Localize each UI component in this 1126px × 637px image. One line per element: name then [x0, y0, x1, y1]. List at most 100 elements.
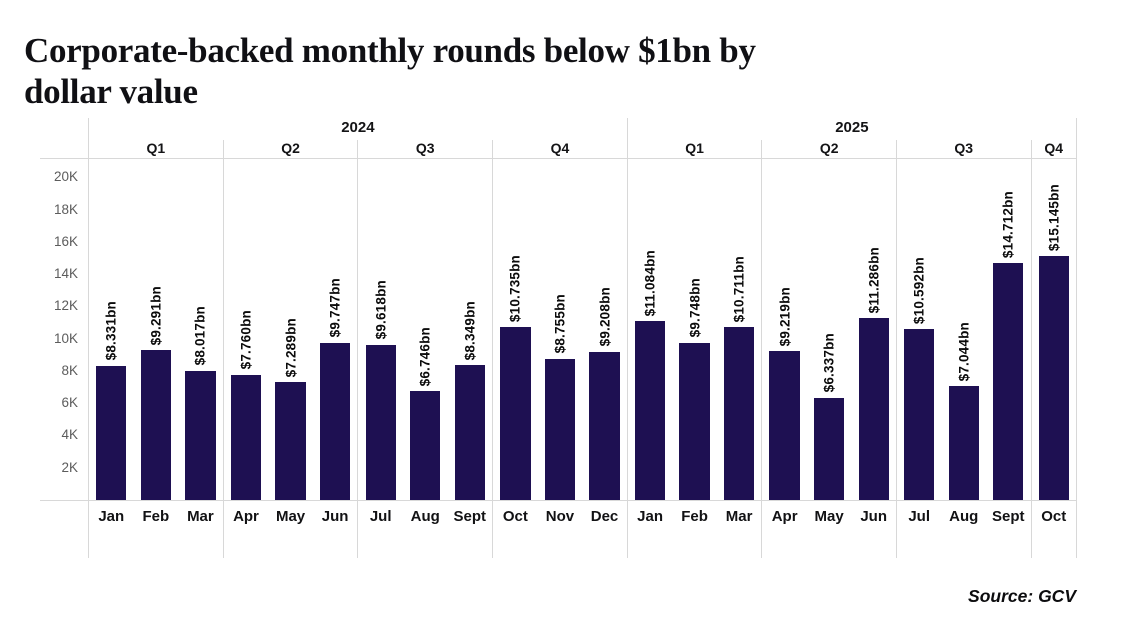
month-slot: $14.712bn: [986, 158, 1031, 500]
month-slot: $8.755bn: [538, 158, 583, 500]
month-label: Jul: [908, 508, 931, 525]
bar: [814, 397, 845, 500]
y-tick-label: 8K: [61, 362, 78, 378]
month-slot: $9.208bn: [582, 158, 627, 500]
bar: [544, 358, 576, 500]
month-label: Nov: [545, 508, 575, 525]
quarter-month-labels: Oct: [1032, 500, 1077, 558]
month-label: Jan: [98, 508, 125, 525]
bar-value-label: $8.331bn: [103, 301, 119, 361]
month-label: May: [275, 508, 306, 525]
bar-value-label: $9.618bn: [373, 280, 389, 340]
quarter-month-labels: Jan Feb Mar: [628, 500, 762, 558]
month-slot: $8.017bn: [178, 158, 223, 500]
bar: [904, 329, 935, 500]
year-group: 2025 Q1 $11.084bn $9.748bn $10.711bn Jan Feb Ma…: [626, 118, 1077, 558]
bar-value-label: $7.289bn: [283, 318, 299, 378]
month-slot: $9.618bn: [358, 158, 403, 500]
month-label: Oct: [502, 508, 528, 525]
bar-value-label: $10.735bn: [507, 254, 523, 322]
bar-value-label: $14.712bn: [1000, 190, 1016, 258]
year-quarters: Q1 $11.084bn $9.748bn $10.711bn Jan Feb Mar Q2 $…: [628, 140, 1076, 558]
bar: [319, 342, 351, 500]
source-credit: Source: GCV: [968, 586, 1076, 606]
quarter-label: Q4: [1044, 140, 1064, 156]
page-title-line1: Corporate-backed monthly rounds below $1…: [24, 31, 756, 71]
y-tick-label: 4K: [61, 427, 78, 443]
bar-value-label: $8.349bn: [462, 300, 478, 361]
quarter-group: Q1 $11.084bn $9.748bn $10.711bn Jan Feb Mar: [628, 140, 762, 558]
bar: [858, 317, 889, 500]
bar: [723, 327, 755, 500]
month-label: Apr: [233, 508, 259, 525]
quarter-month-labels: Jul Aug Sept: [897, 500, 1031, 558]
y-tick-label: 20K: [53, 169, 78, 185]
month-label: Apr: [771, 508, 798, 525]
quarter-group: Q4 $15.145bn Oct: [1030, 140, 1077, 558]
quarter-plot: $11.084bn $9.748bn $10.711bn: [628, 158, 762, 500]
bar-value-label: $9.747bn: [327, 278, 343, 338]
month-slot: $8.331bn: [89, 158, 134, 500]
quarter-label: Q3: [415, 140, 435, 156]
month-label: Oct: [1041, 508, 1067, 525]
bar: [275, 382, 306, 500]
month-slot: $6.746bn: [403, 158, 448, 500]
quarter-month-labels: Oct Nov Dec: [493, 500, 627, 558]
bar: [948, 386, 979, 500]
quarter-plot: $9.618bn $6.746bn $8.349bn: [358, 158, 492, 500]
bar-value-label: $15.145bn: [1046, 183, 1062, 251]
quarter-group: Q1 $8.331bn $9.291bn $8.017bn Jan Feb Mar: [89, 140, 223, 558]
y-tick-label: 16K: [53, 233, 78, 249]
quarter-month-labels: Jul Aug Sept: [358, 500, 492, 558]
y-tick-label: 14K: [53, 266, 78, 282]
quarter-plot: $15.145bn: [1032, 158, 1077, 500]
bar-value-label: $11.286bn: [866, 246, 882, 313]
bar: [185, 370, 216, 500]
bar: [365, 344, 396, 500]
bar-chart: 2K 4K 6K 8K 10K 12K 14K 16K 18K 20K 2024 Q1 $8.331b…: [40, 118, 1077, 558]
bar-value-label: $10.711bn: [731, 255, 747, 323]
quarter-label: Q4: [550, 140, 570, 156]
bar: [410, 391, 441, 500]
bar-value-label: $7.760bn: [238, 310, 254, 370]
bar-value-label: $9.291bn: [148, 285, 164, 346]
page-title: Corporate-backed monthly rounds below $1…: [24, 31, 1064, 113]
bar-value-label: $8.017bn: [192, 306, 208, 366]
year-quarters: Q1 $8.331bn $9.291bn $8.017bn Jan Feb Mar Q2 $7.…: [89, 140, 627, 558]
year-label: 2024: [341, 119, 375, 136]
month-label: Feb: [142, 508, 170, 525]
quarter-plot: $9.219bn $6.337bn $11.286bn: [762, 158, 896, 500]
bar-value-label: $8.755bn: [552, 294, 568, 354]
quarter-label: Q1: [685, 140, 704, 156]
y-tick-label: 18K: [53, 201, 78, 217]
month-label: Jun: [321, 508, 349, 525]
bar: [769, 351, 800, 500]
year-group: 2024 Q1 $8.331bn $9.291bn $8.017bn Jan Feb Mar Q…: [88, 118, 627, 558]
bar-value-label: $9.219bn: [777, 286, 793, 347]
quarter-label: Q1: [146, 140, 166, 156]
bar-value-label: $11.084bn: [642, 249, 658, 317]
quarter-label: Q3: [954, 140, 974, 156]
month-label: May: [814, 508, 844, 525]
quarter-plot: $10.735bn $8.755bn $9.208bn: [493, 158, 627, 500]
month-label: Aug: [949, 508, 979, 525]
month-slot: $9.291bn: [134, 158, 179, 500]
month-label: Jul: [369, 508, 392, 525]
quarter-plot: $10.592bn $7.044bn $14.712bn: [897, 158, 1031, 500]
y-tick-label: 10K: [53, 330, 78, 346]
month-slot: $10.711bn: [717, 158, 762, 500]
quarter-group: Q2 $9.219bn $6.337bn $11.286bn Apr May Jun: [761, 140, 896, 558]
quarter-group: Q2 $7.760bn $7.289bn $9.747bn Apr May Jun: [222, 140, 358, 558]
bar: [679, 342, 710, 500]
bar: [96, 365, 127, 500]
bar-value-label: $7.044bn: [956, 322, 972, 382]
quarter-month-labels: Apr May Jun: [224, 500, 358, 558]
month-slot: $6.337bn: [807, 158, 852, 500]
bar: [230, 374, 262, 500]
bar: [1038, 255, 1069, 500]
y-tick-label: 2K: [61, 459, 78, 475]
y-tick-label: 12K: [53, 298, 78, 314]
month-slot: $15.145bn: [1032, 158, 1077, 500]
quarter-plot: $7.760bn $7.289bn $9.747bn: [224, 158, 358, 500]
month-slot: $9.747bn: [313, 158, 358, 500]
